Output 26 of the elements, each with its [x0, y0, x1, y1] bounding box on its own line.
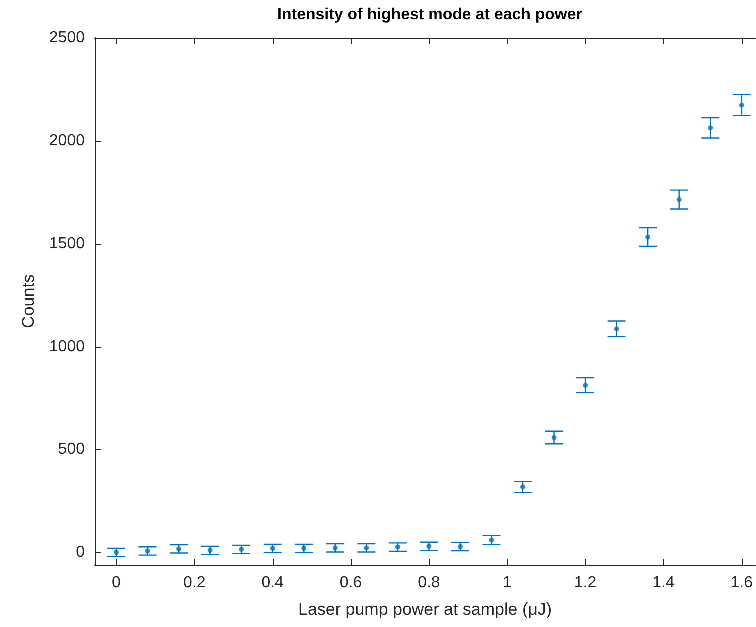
point	[739, 102, 744, 108]
point	[520, 484, 526, 490]
y-tick-label: 2500	[49, 30, 86, 46]
chart-title: Intensity of highest mode at each power	[278, 6, 582, 24]
x-tick-label: 0.6	[340, 574, 362, 592]
point	[646, 234, 651, 240]
point	[708, 126, 714, 131]
y-tick-label: 1000	[49, 338, 86, 356]
x-tick-label: 0	[112, 574, 122, 592]
point	[614, 326, 620, 332]
point	[583, 382, 588, 388]
y-tick-label: 1500	[49, 235, 86, 252]
y-tick-label: 2000	[49, 132, 86, 150]
point	[552, 435, 557, 440]
x-tick-label: 1.2	[574, 574, 597, 592]
x-tick-label: 0.4	[262, 574, 284, 592]
x-tick-label: 1	[502, 574, 512, 592]
x-tick-label: 0.8	[418, 574, 440, 592]
y-tick-label: 500	[58, 441, 86, 458]
y-tick-label: 0	[76, 544, 86, 562]
x-tick-label: 0.2	[184, 574, 206, 592]
y-axis-title: Counts	[19, 274, 38, 328]
point	[676, 197, 682, 202]
x-tick-label: 1.6	[730, 574, 754, 592]
x-tick-label: 1.4	[652, 574, 675, 592]
x-axis-title: Laser pump power at sample (μJ)	[298, 600, 552, 619]
